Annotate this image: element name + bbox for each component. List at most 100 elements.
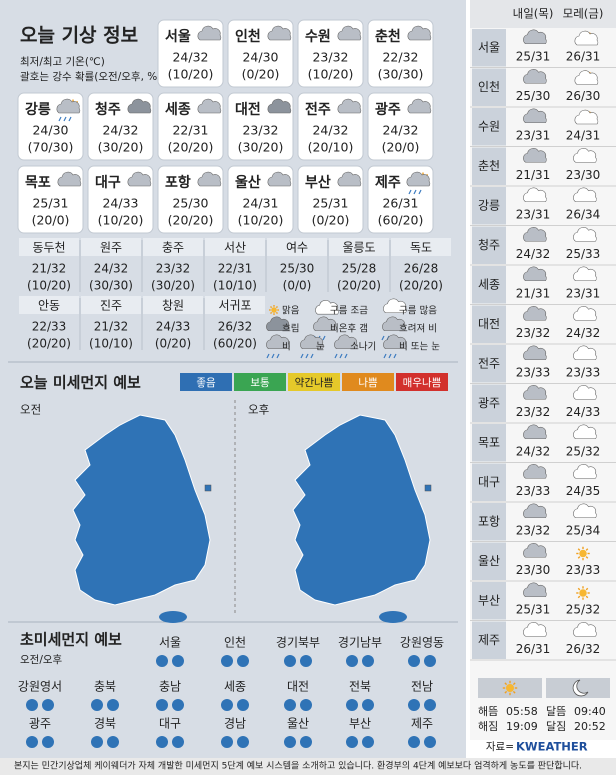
weather-icon [573, 306, 597, 321]
cloud [523, 464, 547, 479]
day-temp: 23/30 [566, 168, 601, 182]
cloud [573, 148, 597, 163]
name-strip [205, 238, 265, 256]
cloud [573, 266, 597, 282]
city-temp: 24/32 [102, 123, 138, 138]
city-temp: 24/32 [382, 123, 418, 138]
city-temp: 22/33 [32, 320, 67, 334]
city-temp: 21/32 [32, 262, 67, 276]
astro-label: 달짐 [546, 720, 566, 733]
city-temp: 25/28 [342, 262, 377, 276]
weather-icon [573, 464, 597, 479]
dust-dot [362, 736, 374, 748]
source-brand: KWEATHER [516, 740, 588, 754]
cloud [573, 187, 597, 203]
cloud [523, 306, 547, 321]
day-temp: 23/31 [516, 208, 551, 222]
level-box [396, 373, 448, 391]
city-name: 강릉 [25, 101, 51, 118]
dust-dot [26, 699, 38, 711]
dust-dot [346, 736, 358, 748]
day-temp: 23/32 [516, 405, 551, 419]
sun-icon [502, 680, 518, 696]
city-rain: (0/0) [283, 279, 312, 293]
city-temp: 25/30 [172, 196, 208, 211]
day-temp: 23/33 [566, 563, 601, 577]
cloud [383, 298, 407, 314]
dust-dot [172, 655, 184, 667]
city-name: 대전 [235, 101, 261, 118]
cloud [127, 171, 152, 187]
weather-icon [337, 25, 362, 41]
cloud [523, 345, 547, 361]
region-name: 충남 [159, 680, 181, 694]
name-cell [472, 621, 506, 659]
city-name: 제주 [478, 633, 500, 647]
cloud [313, 316, 337, 332]
day-temp: 26/30 [566, 89, 601, 103]
day-temp: 25/33 [566, 247, 601, 261]
region-name: 전북 [349, 680, 371, 694]
dust-dot [237, 699, 249, 711]
city-temp: 24/31 [242, 196, 278, 211]
weather-icon [315, 300, 339, 315]
name-strip [19, 238, 79, 256]
city-temp: 22/31 [172, 123, 208, 138]
city-rain: (0/20) [155, 337, 191, 351]
city-rain: (20/20) [399, 279, 443, 293]
rain-drop [334, 353, 338, 359]
region-name: 경북 [94, 717, 116, 731]
name-cell [472, 384, 506, 422]
city-name: 전주 [478, 356, 500, 370]
level-label: 보통 [250, 377, 270, 389]
weather-icon [573, 503, 597, 519]
level-box [234, 373, 286, 391]
footer: 본지는 민간기상업체 케이웨더가 자체 개발한 미세먼지 5단계 예보 시스템을… [14, 760, 582, 772]
cloud [266, 316, 290, 332]
rain-drop [408, 189, 412, 195]
city-temp: 23/32 [242, 123, 278, 138]
weather-icon [523, 345, 547, 361]
city-rain: (10/20) [98, 213, 144, 228]
cloud [267, 25, 292, 41]
rain-drop [381, 335, 385, 341]
weather-icon [523, 29, 547, 45]
dust-dot [42, 736, 54, 748]
day-temp: 25/32 [566, 603, 601, 617]
region-name: 대전 [287, 680, 309, 694]
city-temp: 24/30 [32, 123, 68, 138]
cloud [573, 306, 597, 321]
city-name: 대구 [478, 475, 500, 489]
legend-label: 소나기 [350, 342, 376, 353]
weather-icon [573, 227, 597, 242]
weather-icon [523, 385, 547, 400]
rain-drop [322, 335, 326, 341]
city-temp: 24/30 [242, 50, 278, 65]
legend-label: 비 [282, 342, 291, 353]
city-name: 목포 [478, 435, 500, 449]
city-name: 동두천 [32, 240, 65, 255]
city-name: 수원 [478, 119, 500, 133]
dust-dot [346, 655, 358, 667]
dust-dot [362, 655, 374, 667]
city-temp: 22/32 [382, 50, 418, 65]
dust-dot [300, 736, 312, 748]
rain-drop [388, 353, 392, 359]
sun-ray [275, 306, 278, 309]
weather-icon [267, 98, 292, 114]
region-name: 제주 [411, 717, 433, 731]
name-strip [81, 238, 141, 256]
weather-icon [269, 305, 279, 315]
astro-time: 20:52 [574, 720, 606, 733]
rain-drop [383, 353, 387, 359]
name-cell [472, 147, 506, 185]
city-temp: 24/32 [94, 262, 129, 276]
forecast-header [470, 0, 616, 28]
city-rain: (10/20) [238, 213, 284, 228]
cloud [127, 98, 152, 114]
rain-drop [344, 353, 348, 359]
region-name: 전남 [411, 680, 433, 694]
weather-icon [523, 148, 547, 163]
city-rain: (30/20) [151, 279, 195, 293]
